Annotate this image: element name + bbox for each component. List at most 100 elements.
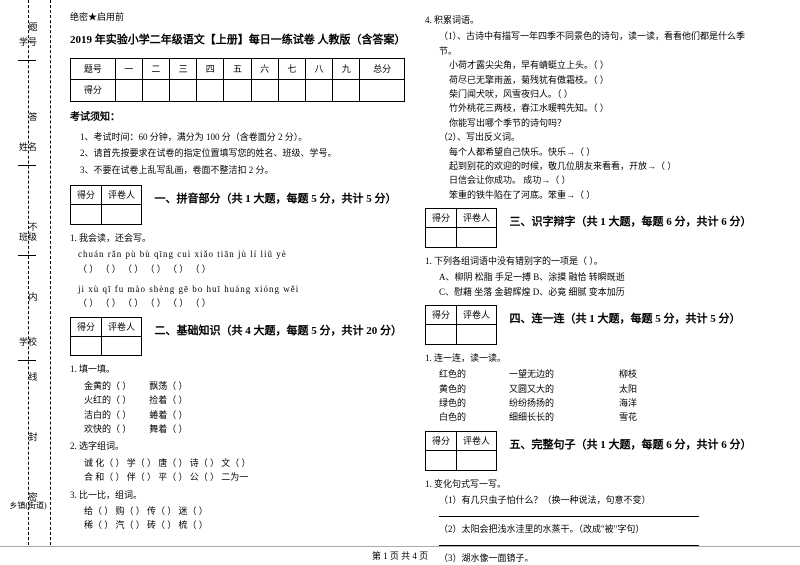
box-label: 得分 [426,209,457,228]
poem-line: 竹外桃花三两枝，春江水暖鸭先知。（ ） [449,101,760,115]
score-table: 题号 一 二 三 四 五 六 七 八 九 总分 得分 [70,58,405,102]
right-column: 4. 积累词语。 （1）、古诗中有描写一年四季不同景色的诗句，读一读，看看他们都… [415,10,770,545]
paren-row: （ ） （ ） （ ） （ ） （ ） （ ） [78,296,405,310]
fill-row: 欢快的（ ） 舞着（ ） [84,422,405,436]
left-column: 绝密★启用前 2019 年实验小学二年级语文【上册】每日一练试卷 人教版（含答案… [60,10,415,545]
exam-title: 2019 年实验小学二年级语文【上册】每日一练试卷 人教版（含答案） [70,32,405,50]
box-label: 评卷人 [457,209,497,228]
seal-char: 线 [28,370,38,383]
page-footer: 第 1 页 共 4 页 [0,546,800,562]
sentence-line: （1）有几只虫子怕什么？（换一种说法，句意不变） [439,493,760,507]
th: 六 [251,58,278,79]
gutter-underline [18,60,36,61]
td: 得分 [71,80,116,101]
th: 一 [115,58,142,79]
sentence-line: （2）太阳会把浅水洼里的水蒸干。（改成"被"字句） [439,522,760,536]
seal-char: 答 [28,110,38,123]
grader-box: 得分评卷人 [425,208,497,248]
pinyin-row: chuán rǎn pù bù qīng cuì xiǎo tiān jù lí… [78,247,405,261]
question: 3. 比一比，组词。 [70,488,405,502]
th: 七 [278,58,305,79]
poem-line: 柴门闻犬吠，风雪夜归人。（ ） [449,87,760,101]
pinyin-row: jì xù qī fu mào shèng gē bo huī huáng xi… [78,282,405,296]
page-content: 绝密★启用前 2019 年实验小学二年级语文【上册】每日一练试卷 人教版（含答案… [0,0,800,545]
gutter-underline [18,255,36,256]
notice-line: 1、考试时间：60 分钟，满分为 100 分（含卷面分 2 分）。 [80,130,405,144]
th: 总分 [360,58,405,79]
th: 五 [224,58,251,79]
seal-char: 内 [28,290,38,303]
antonym-line: 日信会让你成功。 成功→（ ） [449,173,760,187]
th: 八 [305,58,332,79]
th: 三 [170,58,197,79]
section-1-title: 一、拼音部分（共 1 大题，每题 5 分，共计 5 分） [155,193,397,205]
section-4-title: 四、连一连（共 1 大题，每题 5 分，共计 5 分） [510,313,741,325]
answer-line [439,507,760,521]
box-label: 得分 [426,306,457,325]
th: 题号 [71,58,116,79]
question: 1. 填一填。 [70,362,405,376]
th: 四 [197,58,224,79]
fill-row: 金黄的（ ） 飘荡（ ） [84,379,405,393]
compare-row: 稀（ ） 汽（ ） 砖（ ） 梳（ ） [84,518,405,532]
antonym-line: 每个人都希望自己快乐。快乐→（ ） [449,145,760,159]
notice-line: 3、不要在试卷上乱写乱画，卷面不整洁扣 2 分。 [80,163,405,177]
gutter-label: 学号 [8,35,48,48]
poem-line: 小荷才露尖尖角，早有蜻蜓立上头。（ ） [449,58,760,72]
grader-box: 得分评卷人 [70,185,142,225]
fill-row: 火红的（ ） 捡着（ ） [84,393,405,407]
box-label: 得分 [71,185,102,204]
gutter-labels: 学号 姓名 班级 学校 乡镇(街道) 题 答 不 内 线 封 密 [8,0,53,545]
connect-row: 红色的一望无边的柳枝 [439,367,760,381]
box-label: 评卷人 [102,317,142,336]
connect-row: 黄色的又圆又大的太阳 [439,382,760,396]
question: 1. 变化句式写一写。 [425,477,760,491]
connect-row: 绿色的纷纷扬扬的海洋 [439,396,760,410]
section-2-title: 二、基础知识（共 4 大题，每题 5 分，共计 20 分） [155,325,403,337]
compare-row: 给（ ） 购（ ） 传（ ） 迷（ ） [84,504,405,518]
th: 二 [142,58,169,79]
notice-heading: 考试须知： [70,110,405,126]
fill-row: 洁白的（ ） 蜷着（ ） [84,408,405,422]
option-line: A、柳阴 松脂 手足一搏 B、涂摸 融恰 转瞬既逝 [439,270,760,284]
box-label: 评卷人 [102,185,142,204]
score-value-row: 得分 [71,80,405,101]
box-label: 评卷人 [457,431,497,450]
question: 1. 连一连，读一读。 [425,351,760,365]
th: 九 [333,58,360,79]
gutter-label: 学校 [8,335,48,348]
gutter-underline [18,165,36,166]
gutter-label: 姓名 [8,140,48,153]
grader-box: 得分评卷人 [425,431,497,471]
option-line: C、慰藉 坐落 金碧辉煌 D、必竟 细腻 变本加历 [439,285,760,299]
question: 2. 选字组词。 [70,439,405,453]
choice-row: 合 和（ ） 伴（ ） 平（ ） 公（ ） 二为一 [84,470,405,484]
gutter-underline [18,360,36,361]
poem-line: 荷尽已无擎雨盖，菊残犹有傲霜枝。（ ） [449,73,760,87]
seal-char: 密 [28,490,38,503]
sub-line: （1）、古诗中有描写一年四季不同景色的诗句，读一读，看看他们都是什么季节。 [439,29,760,58]
seal-char: 封 [28,430,38,443]
antonym-line: 笨重的铁牛陷在了河底。笨重→（ ） [449,188,760,202]
score-header-row: 题号 一 二 三 四 五 六 七 八 九 总分 [71,58,405,79]
question: 1. 下列各组词语中没有错别字的一项是（ ）。 [425,254,760,268]
notice-line: 2、请首先按要求在试卷的指定位置填写您的姓名、班级、学号。 [80,146,405,160]
grader-box: 得分评卷人 [425,305,497,345]
choice-row: 诚 化（ ） 学（ ） 唐（ ） 诗（ ） 文（ ） [84,456,405,470]
antonym-line: 起到别花的欢迎的时候，敬几位朋友来看看，开放→（ ） [449,159,760,173]
seal-char: 题 [28,20,38,33]
connect-row: 白色的细细长长的雪花 [439,410,760,424]
box-label: 得分 [426,431,457,450]
paren-row: （ ） （ ） （ ） （ ） （ ） （ ） [78,262,405,276]
sub-line: （2）、写出反义词。 [439,130,760,144]
box-label: 得分 [71,317,102,336]
grader-box: 得分评卷人 [70,317,142,357]
section-3-title: 三、识字辩字（共 1 大题，每题 6 分，共计 6 分） [510,216,752,228]
secret-label: 绝密★启用前 [70,10,405,24]
section-5-title: 五、完整句子（共 1 大题，每题 6 分，共计 6 分） [510,439,752,451]
seal-char: 不 [28,220,38,233]
sub-line: 你能写出哪个季节的诗句吗？ [449,116,760,130]
question: 1. 我会读，还会写。 [70,231,405,245]
box-label: 评卷人 [457,306,497,325]
question: 4. 积累词语。 [425,13,760,27]
